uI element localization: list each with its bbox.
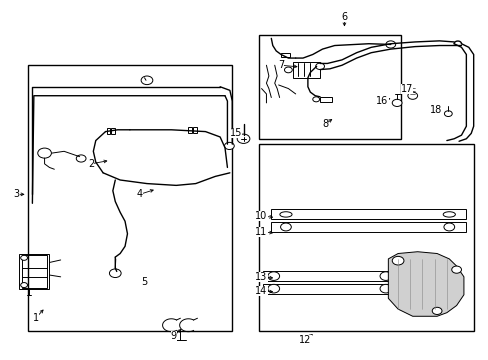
Circle shape bbox=[20, 283, 27, 288]
Circle shape bbox=[312, 97, 319, 102]
Text: 18: 18 bbox=[429, 105, 441, 115]
Text: 15: 15 bbox=[229, 129, 242, 138]
Bar bbox=[27, 65, 232, 330]
Text: 3: 3 bbox=[14, 189, 20, 199]
Bar bbox=[259, 144, 473, 330]
Text: 9: 9 bbox=[170, 331, 177, 341]
Bar bbox=[271, 210, 466, 220]
Circle shape bbox=[379, 284, 391, 293]
Bar bbox=[192, 127, 196, 133]
Circle shape bbox=[267, 284, 279, 293]
Text: 6: 6 bbox=[341, 12, 347, 22]
Circle shape bbox=[379, 272, 391, 280]
Bar bbox=[271, 222, 466, 232]
Text: 7: 7 bbox=[277, 60, 284, 70]
Text: 16: 16 bbox=[376, 96, 388, 106]
Text: 11: 11 bbox=[255, 227, 267, 237]
Circle shape bbox=[38, 148, 51, 158]
Circle shape bbox=[267, 272, 279, 280]
Text: 14: 14 bbox=[255, 286, 267, 296]
Circle shape bbox=[284, 67, 292, 73]
Text: 1: 1 bbox=[33, 313, 39, 323]
Text: 17: 17 bbox=[400, 84, 412, 94]
Circle shape bbox=[391, 99, 401, 107]
Circle shape bbox=[451, 266, 461, 273]
Text: 10: 10 bbox=[255, 211, 267, 221]
Bar bbox=[188, 127, 192, 133]
Text: 5: 5 bbox=[141, 277, 147, 287]
Circle shape bbox=[391, 256, 403, 265]
Circle shape bbox=[443, 223, 454, 231]
Bar bbox=[281, 53, 289, 57]
Circle shape bbox=[109, 269, 121, 278]
Circle shape bbox=[76, 155, 86, 162]
Circle shape bbox=[224, 142, 234, 149]
Circle shape bbox=[20, 255, 27, 260]
Bar bbox=[111, 129, 115, 134]
Bar bbox=[21, 255, 47, 288]
Bar bbox=[263, 271, 396, 281]
Circle shape bbox=[431, 307, 441, 315]
Bar bbox=[259, 35, 400, 139]
Bar bbox=[263, 284, 396, 294]
Ellipse shape bbox=[442, 212, 454, 217]
Text: 13: 13 bbox=[255, 272, 267, 282]
Text: 8: 8 bbox=[321, 120, 327, 129]
Circle shape bbox=[280, 223, 291, 231]
Polygon shape bbox=[387, 252, 463, 316]
Bar bbox=[19, 253, 49, 289]
Bar bbox=[106, 129, 110, 134]
Bar bbox=[320, 97, 331, 102]
Ellipse shape bbox=[279, 212, 291, 217]
Circle shape bbox=[407, 92, 417, 99]
Circle shape bbox=[315, 63, 324, 69]
Text: 12: 12 bbox=[299, 334, 311, 345]
Bar bbox=[293, 62, 320, 78]
Circle shape bbox=[444, 111, 451, 117]
Circle shape bbox=[237, 134, 249, 143]
Circle shape bbox=[385, 41, 395, 48]
Text: 4: 4 bbox=[136, 189, 142, 199]
Circle shape bbox=[141, 76, 153, 85]
Text: 2: 2 bbox=[88, 159, 94, 169]
